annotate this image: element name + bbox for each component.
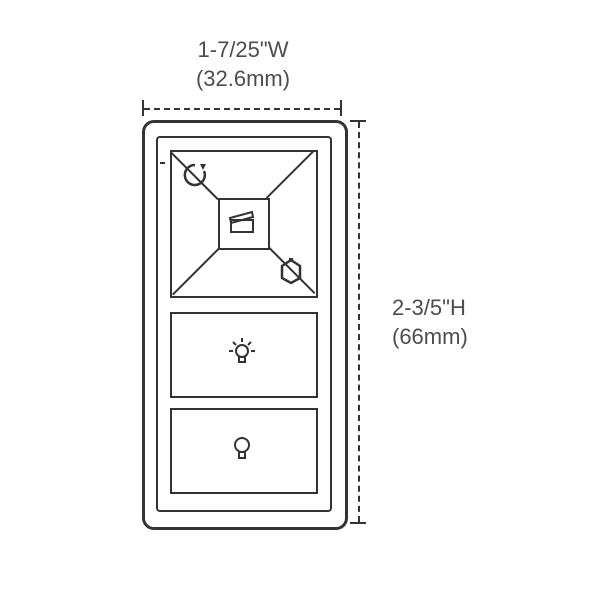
height-metric: (66mm) xyxy=(392,324,468,349)
cycle-icon xyxy=(180,160,210,190)
dim-w-line xyxy=(144,108,340,110)
width-imperial: 1-7/25"W xyxy=(198,37,289,62)
clapper-icon xyxy=(227,208,257,236)
bulb-icon xyxy=(232,436,252,462)
bright-bulb-icon xyxy=(229,338,255,368)
dim-w-tick-right xyxy=(340,100,342,116)
dimension-diagram: 1-7/25"W (32.6mm) 2-3/5"H (66mm) xyxy=(0,0,600,600)
dim-h-tick-bot xyxy=(350,522,366,524)
dim-h-line xyxy=(358,122,360,522)
width-label: 1-7/25"W (32.6mm) xyxy=(168,36,318,93)
height-label: 2-3/5"H (66mm) xyxy=(392,294,512,351)
indicator-dot xyxy=(160,162,165,164)
height-imperial: 2-3/5"H xyxy=(392,295,466,320)
width-metric: (32.6mm) xyxy=(196,66,290,91)
shape-icon xyxy=(276,256,306,286)
